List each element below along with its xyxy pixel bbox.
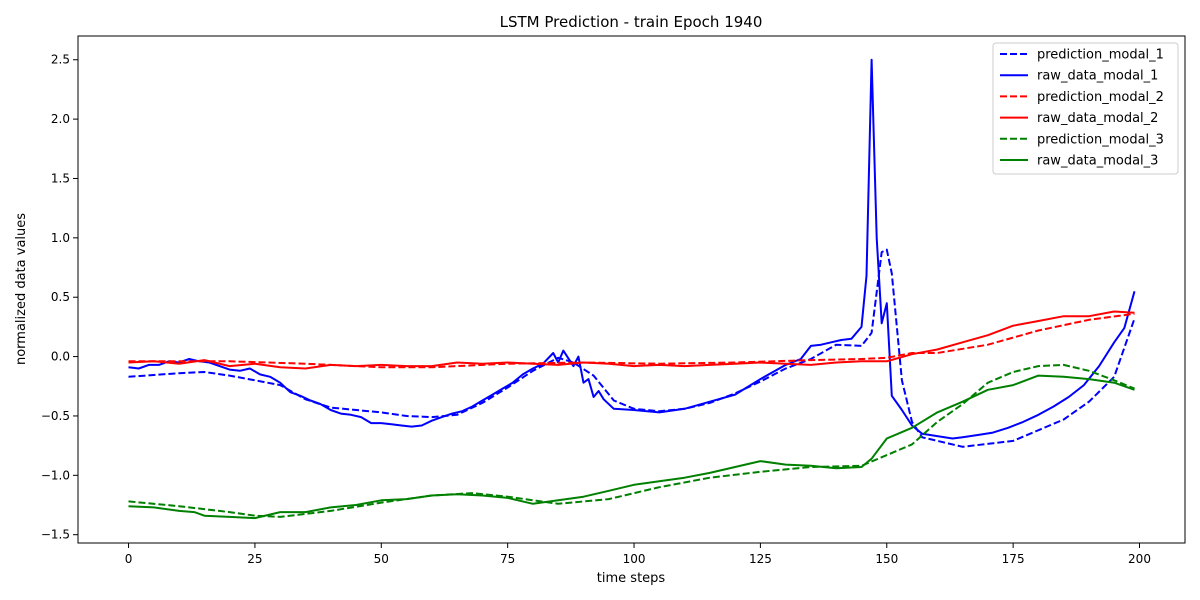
plot-frame <box>77 35 1186 544</box>
y-tick-label: 2.0 <box>51 112 70 126</box>
y-tick-label: −1.5 <box>41 528 70 542</box>
y-axis-ticks: −1.5 −1.0 −0.5 0.0 0.5 1.0 1.5 2.0 2.5 <box>41 53 78 542</box>
y-tick-label: 1.5 <box>51 171 70 185</box>
x-tick-label: 0 <box>125 552 133 566</box>
x-axis-title: time steps <box>597 571 666 586</box>
legend-box <box>992 42 1179 175</box>
x-tick-label: 25 <box>247 552 262 566</box>
legend-label-raw-data-modal-2: raw_data_modal_2 <box>1037 111 1158 126</box>
x-tick-label: 125 <box>749 552 772 566</box>
y-tick-label: 2.5 <box>51 53 70 67</box>
x-tick-label: 175 <box>1002 552 1025 566</box>
x-tick-label: 50 <box>374 552 389 566</box>
y-tick-label: 1.0 <box>51 231 70 245</box>
legend-label-prediction-modal-2: prediction_modal_2 <box>1037 90 1164 105</box>
y-tick-label: 0.5 <box>51 290 70 304</box>
series-line-prediction-modal-2 <box>128 312 1135 369</box>
series-line-raw-data-modal-2 <box>128 310 1135 370</box>
x-axis-ticks: 0 25 50 75 100 125 150 175 200 <box>125 543 1151 566</box>
chart-title: LSTM Prediction - train Epoch 1940 <box>500 13 763 31</box>
x-tick-label: 75 <box>500 552 515 566</box>
series-line-raw-data-modal-1 <box>128 58 1136 440</box>
x-tick-label: 150 <box>875 552 898 566</box>
x-tick-label: 200 <box>1128 552 1151 566</box>
series-line-prediction-modal-1 <box>128 248 1136 448</box>
legend-label-prediction-modal-1: prediction_modal_1 <box>1037 48 1164 63</box>
legend-label-prediction-modal-3: prediction_modal_3 <box>1037 132 1164 147</box>
legend-label-raw-data-modal-3: raw_data_modal_3 <box>1037 154 1158 169</box>
y-tick-label: −0.5 <box>41 409 70 423</box>
y-tick-label: 0.0 <box>51 350 70 364</box>
y-axis-title: normalized data values <box>14 213 29 365</box>
legend-label-raw-data-modal-1: raw_data_modal_1 <box>1037 69 1158 84</box>
series-line-raw-data-modal-3 <box>128 374 1135 520</box>
y-tick-label: −1.0 <box>41 468 70 482</box>
series-line-prediction-modal-3 <box>128 363 1135 518</box>
legend: prediction_modal_1 raw_data_modal_1predic… <box>992 42 1179 175</box>
x-tick-label: 100 <box>623 552 646 566</box>
plot-area <box>128 58 1136 520</box>
